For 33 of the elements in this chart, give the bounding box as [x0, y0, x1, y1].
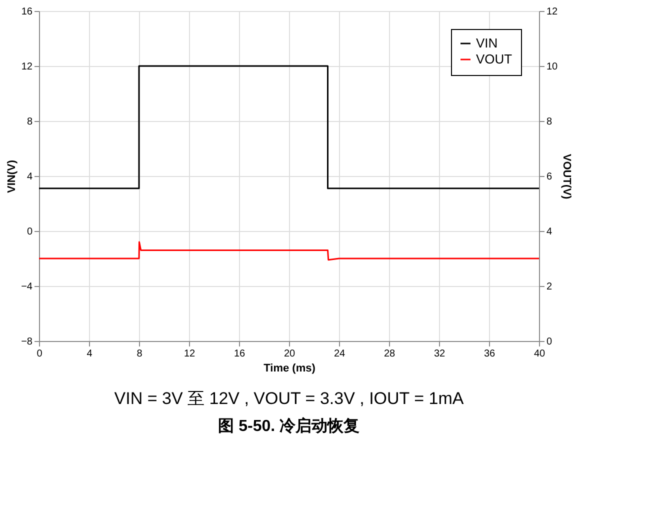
y-tick-label: 0 [26, 226, 33, 238]
y-tick-label: 16 [21, 6, 33, 18]
x-tick-label: 12 [184, 348, 196, 360]
y-tick-label: 12 [21, 62, 33, 72]
y-tick-label: 4 [26, 172, 33, 182]
x-tick-label: 28 [384, 348, 396, 360]
text: VIN = 3V 至 12V , VOUT = 3.3V , IOUT = 1mA [114, 389, 464, 408]
line-series [38, 241, 540, 261]
y-axis-title: VIN(V) [6, 160, 18, 193]
y2-tick-label: 6 [546, 172, 552, 182]
x-tick-label: 32 [434, 348, 446, 360]
x-tick-label: 40 [534, 348, 546, 360]
text: 图 5-50. 冷启动恢复 [218, 416, 360, 435]
y2-axis-title: VOUT(V) [560, 154, 573, 200]
x-tick-label: 0 [36, 348, 43, 360]
x-tick-label: 8 [136, 348, 143, 360]
y-tick-label: −8 [21, 336, 33, 348]
y2-tick-label: 0 [546, 336, 552, 348]
y2-tick-label: 2 [546, 282, 552, 292]
y-tick-label: −4 [21, 282, 33, 292]
y2-tick-label: 12 [546, 6, 558, 18]
x-tick-label: 36 [484, 348, 496, 360]
x-tick-label: 16 [234, 348, 246, 360]
x-axis-title: Time (ms) [264, 362, 316, 374]
x-tick-label: 4 [86, 348, 93, 360]
legend-label: VIN [476, 36, 498, 50]
y-tick-label: 8 [26, 116, 33, 128]
y2-tick-label: 10 [546, 62, 558, 72]
x-tick-label: 20 [284, 348, 296, 360]
y2-tick-label: 4 [546, 226, 552, 238]
y2-tick-label: 8 [546, 116, 552, 128]
x-tick-label: 24 [334, 348, 346, 360]
legend-label: VOUT [476, 52, 512, 66]
